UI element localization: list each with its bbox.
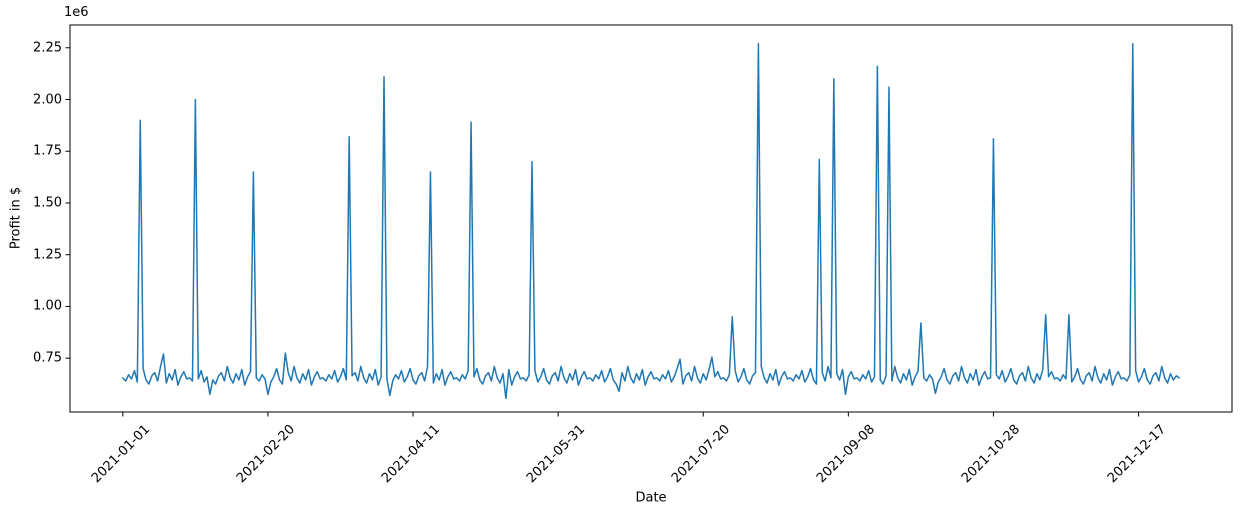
axes-frame: [69, 24, 1233, 413]
profit-line-series: [122, 42, 1180, 400]
y-tick-label: 1.75: [33, 143, 62, 159]
y-axis-offset-text: 1e6: [64, 5, 89, 20]
y-axis-label: Profit in $: [8, 186, 24, 250]
y-tick-label: 1.25: [33, 247, 62, 263]
x-axis-label: Date: [635, 490, 667, 506]
y-tick-label: 0.75: [33, 350, 62, 366]
axis-tick-marks: [65, 47, 1140, 417]
y-tick-label: 1.00: [33, 298, 62, 314]
y-tick-label: 2.00: [33, 92, 62, 107]
y-tick-label: 2.25: [33, 40, 62, 56]
y-tick-label: 1.50: [33, 195, 62, 211]
